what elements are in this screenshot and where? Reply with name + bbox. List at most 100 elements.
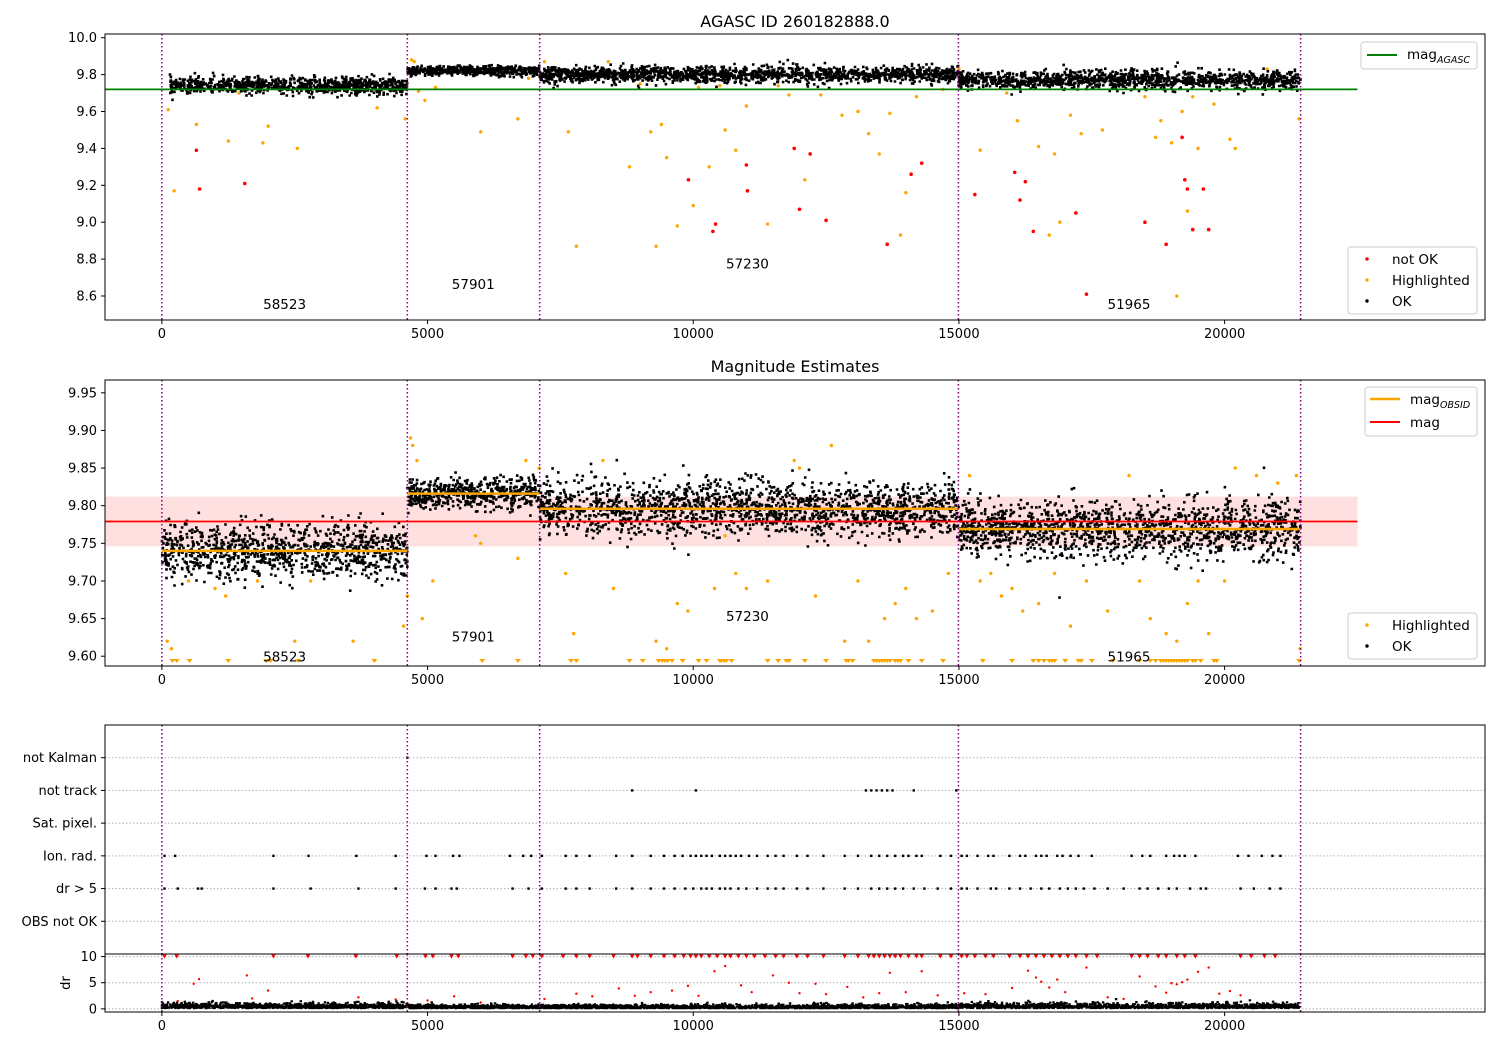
flag-point bbox=[1247, 854, 1250, 858]
below-range-marker bbox=[626, 659, 633, 663]
middle-x-tick-label: 0 bbox=[158, 673, 166, 688]
top-highlighted-point bbox=[1005, 91, 1009, 95]
middle-highlighted-point bbox=[431, 579, 435, 583]
middle-highlighted-point bbox=[893, 601, 897, 606]
dr-high-point bbox=[394, 998, 397, 1001]
middle-highlighted-point bbox=[829, 443, 834, 448]
flag-point bbox=[434, 854, 437, 858]
top-not-ok-point bbox=[909, 172, 913, 177]
middle-highlighted-point bbox=[978, 579, 982, 583]
flag-point bbox=[423, 887, 427, 890]
flag-point bbox=[843, 854, 846, 858]
middle-highlighted-point bbox=[1010, 586, 1014, 591]
top-highlighted-point bbox=[675, 224, 679, 228]
top-highlighted-point bbox=[866, 131, 871, 136]
below-range-marker bbox=[723, 659, 730, 663]
dr-clipped-marker bbox=[722, 954, 728, 959]
flag-point bbox=[965, 854, 969, 858]
dr-high-point bbox=[176, 999, 179, 1003]
top-ok-cloud bbox=[406, 63, 541, 79]
flag-point bbox=[394, 887, 397, 890]
flag-point bbox=[856, 887, 860, 890]
dr-clipped-marker bbox=[914, 954, 919, 959]
flag-point bbox=[588, 854, 591, 858]
top-highlighted-point bbox=[664, 155, 669, 160]
middle-highlighted-point bbox=[946, 571, 951, 576]
dr-high-point bbox=[1048, 986, 1051, 989]
below-range-marker bbox=[845, 659, 852, 663]
top-legend-upper: magAGASC bbox=[1360, 41, 1478, 70]
below-range-marker bbox=[905, 659, 912, 663]
below-range-marker bbox=[639, 659, 646, 663]
legend-agasc-subscript: AGASC bbox=[1436, 55, 1470, 66]
dr-high-point bbox=[739, 984, 743, 987]
top-highlighted-point bbox=[888, 111, 892, 116]
dr-y-tick-label: 5 bbox=[89, 976, 97, 991]
middle-highlighted-point bbox=[797, 466, 802, 470]
flag-point bbox=[1236, 854, 1240, 858]
flag-point bbox=[1156, 887, 1160, 890]
dr-clipped-marker bbox=[728, 954, 733, 959]
top-highlighted-point bbox=[787, 93, 791, 97]
dr-high-point bbox=[245, 974, 249, 977]
top-not-ok-point bbox=[1185, 187, 1190, 191]
top-highlighted-point bbox=[403, 117, 407, 121]
middle-highlighted-point bbox=[186, 579, 191, 583]
flag-point bbox=[200, 887, 203, 890]
flag-point bbox=[1040, 854, 1043, 858]
middle-highlighted-point bbox=[842, 639, 847, 643]
dr-clipped-marker bbox=[539, 954, 544, 959]
flag-point bbox=[1164, 854, 1168, 858]
top-y-tick-label: 9.2 bbox=[76, 179, 97, 194]
flag-point bbox=[1077, 854, 1080, 858]
middle-highlighted-point bbox=[1106, 609, 1110, 613]
flag-point bbox=[901, 854, 905, 858]
below-range-marker bbox=[169, 659, 176, 663]
middle-highlighted-point bbox=[611, 586, 616, 591]
middle-obsid-label: 57901 bbox=[452, 629, 495, 645]
top-legend-lower: not OK Highlighted OK bbox=[1347, 246, 1478, 315]
top-highlighted-point bbox=[718, 83, 722, 88]
legend-highlighted-label: Highlighted bbox=[1392, 273, 1470, 289]
dr-y-tick-label: 10 bbox=[80, 950, 97, 965]
legend-highlighted-swatch bbox=[1365, 278, 1369, 282]
top-highlighted-point bbox=[526, 76, 531, 80]
below-range-marker bbox=[1192, 659, 1199, 663]
top-highlighted-point bbox=[840, 113, 844, 117]
middle-highlighted-point bbox=[165, 639, 169, 643]
top-not-ok-point bbox=[194, 148, 199, 153]
below-range-marker bbox=[939, 659, 946, 663]
top-not-ok-point bbox=[686, 177, 691, 182]
middle-highlighted-point bbox=[293, 639, 297, 643]
flag-point bbox=[1239, 887, 1242, 890]
flag-point bbox=[307, 854, 310, 858]
middle-ok-cloud bbox=[406, 471, 541, 517]
flag-point bbox=[795, 854, 799, 858]
top-highlighted-point bbox=[707, 165, 711, 169]
flag-point bbox=[614, 854, 618, 858]
flag-point bbox=[864, 789, 868, 792]
dr-clipped-marker bbox=[714, 954, 720, 959]
top-legend-upper-box bbox=[1360, 41, 1478, 70]
flag-point bbox=[1034, 854, 1038, 858]
flag-point bbox=[700, 854, 703, 858]
top-not-ok-point bbox=[1023, 179, 1028, 184]
flag-point bbox=[718, 887, 722, 890]
middle-legend-upper: magOBSID mag bbox=[1364, 386, 1478, 437]
flag-point bbox=[1183, 854, 1186, 858]
flag-point bbox=[986, 854, 990, 858]
dr-high-point bbox=[1010, 986, 1014, 990]
middle-highlighted-point bbox=[813, 594, 818, 598]
below-range-marker bbox=[1152, 659, 1159, 663]
flag-category-label: not track bbox=[38, 784, 97, 799]
flag-point bbox=[1056, 854, 1059, 858]
top-not-ok-point bbox=[792, 146, 797, 151]
middle-highlighted-point bbox=[420, 616, 424, 621]
below-range-marker bbox=[514, 659, 521, 663]
dr-high-point bbox=[814, 982, 817, 985]
flag-point bbox=[994, 887, 998, 890]
flag-point bbox=[689, 854, 692, 858]
dr-high-point bbox=[862, 996, 865, 999]
dr-clipped-marker bbox=[983, 954, 988, 959]
top-not-ok-point bbox=[1180, 135, 1184, 140]
